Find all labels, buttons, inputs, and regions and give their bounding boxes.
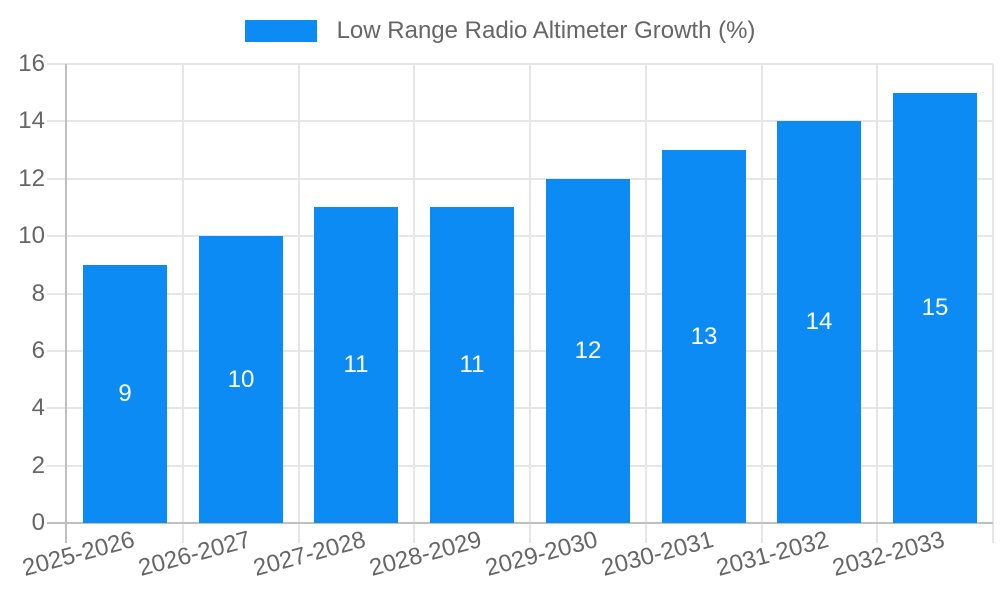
gridline-vertical [876,64,878,543]
y-tick-label: 14 [18,107,45,134]
y-tick-label: 10 [18,222,45,249]
bar: 9 [83,265,167,523]
bar: 15 [893,93,977,523]
y-tick-label: 12 [18,165,45,192]
legend-swatch [244,20,317,42]
gridline-horizontal [47,235,993,237]
gridline-vertical [992,64,994,543]
bar-value-label: 12 [574,337,602,364]
gridline-vertical [298,64,300,543]
bar: 10 [199,236,283,523]
bar: 11 [430,207,514,523]
gridline-horizontal [47,350,993,352]
x-tick-label: 2027-2028 [250,526,369,582]
bar-value-label: 13 [690,322,718,350]
x-axis-line [47,522,993,524]
y-tick-label: 8 [31,280,45,307]
gridline-horizontal [47,63,993,65]
y-tick-label: 16 [18,50,45,77]
legend: Low Range Radio Altimeter Growth (%) [0,16,1000,46]
bar-value-label: 15 [921,294,949,321]
bar-value-label: 10 [227,365,255,393]
x-tick-label: 2028-2029 [366,526,485,582]
x-tick-label: 2029-2030 [482,526,601,582]
bar: 12 [546,179,630,523]
gridline-vertical [182,64,184,543]
y-tick-label: 0 [31,509,45,536]
gridline-vertical [529,64,531,543]
bar-value-label: 11 [343,351,369,378]
gridline-horizontal [47,293,993,295]
x-tick-label: 2032-2033 [829,526,948,582]
bar-value-label: 11 [459,351,485,378]
gridline-horizontal [47,407,993,409]
y-axis-line [65,64,67,543]
bar-value-label: 9 [118,380,132,407]
bar-value-label: 14 [805,308,833,335]
gridline-vertical [413,64,415,543]
x-tick-label: 2031-2032 [713,526,832,582]
y-tick-label: 6 [31,337,45,364]
legend-label: Low Range Radio Altimeter Growth (%) [336,17,756,44]
gridline-horizontal [47,465,993,467]
y-tick-label: 4 [31,394,45,421]
gridline-vertical [645,64,647,543]
gridline-vertical [761,64,763,543]
gridline-horizontal [47,120,993,122]
y-tick-label: 2 [31,452,45,479]
x-tick-label: 2026-2027 [135,526,254,582]
bar: 13 [662,150,746,523]
bar: 14 [777,121,861,523]
gridline-horizontal [47,178,993,180]
bar: 11 [314,207,398,523]
x-tick-label: 2030-2031 [598,526,717,582]
